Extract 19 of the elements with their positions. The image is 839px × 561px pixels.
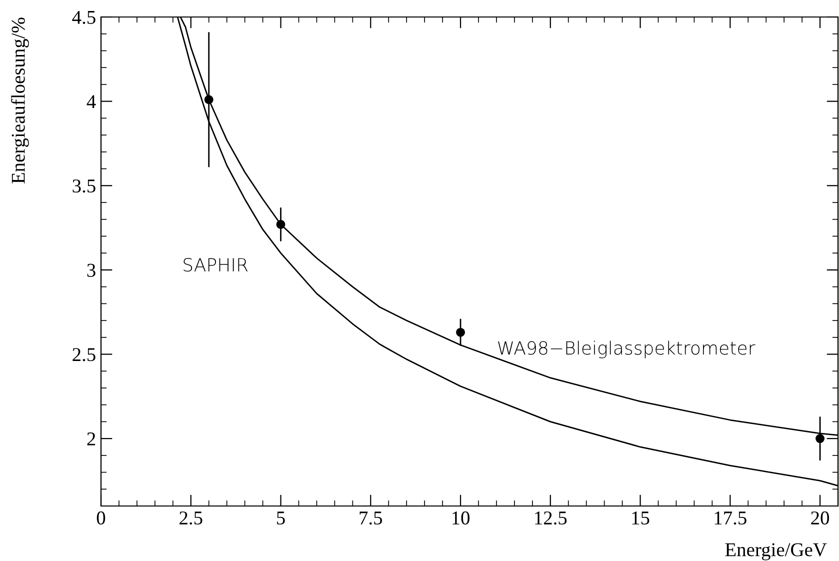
- y-tick-label: 2: [87, 432, 96, 446]
- x-tick-label: 15: [632, 512, 650, 525]
- x-tick-label: 12.5: [535, 511, 567, 525]
- x-tick-label: 17.5: [714, 512, 746, 525]
- x-tick-label: 20: [811, 511, 830, 525]
- x-axis-title: Energie/GeV: [725, 543, 827, 560]
- x-tick-label: 5: [277, 512, 285, 525]
- x-tick-label: 10: [452, 511, 470, 525]
- x-tick-label: 2.5: [180, 511, 202, 525]
- series-label: WA98−Bleiglasspektrometer: [498, 340, 756, 358]
- x-tick-label: 7.5: [360, 512, 382, 525]
- y-tick-label: 3: [87, 264, 96, 277]
- x-tick-label: 0: [96, 511, 106, 525]
- y-tick-label: 2.5: [72, 348, 96, 362]
- y-tick-label: 4.5: [72, 10, 96, 24]
- series-label: SAPHIR: [184, 258, 248, 272]
- y-tick-label: 4: [86, 95, 96, 108]
- y-axis-title: Energieaufloesung/%: [10, 18, 29, 184]
- y-tick-label: 3.5: [72, 179, 96, 193]
